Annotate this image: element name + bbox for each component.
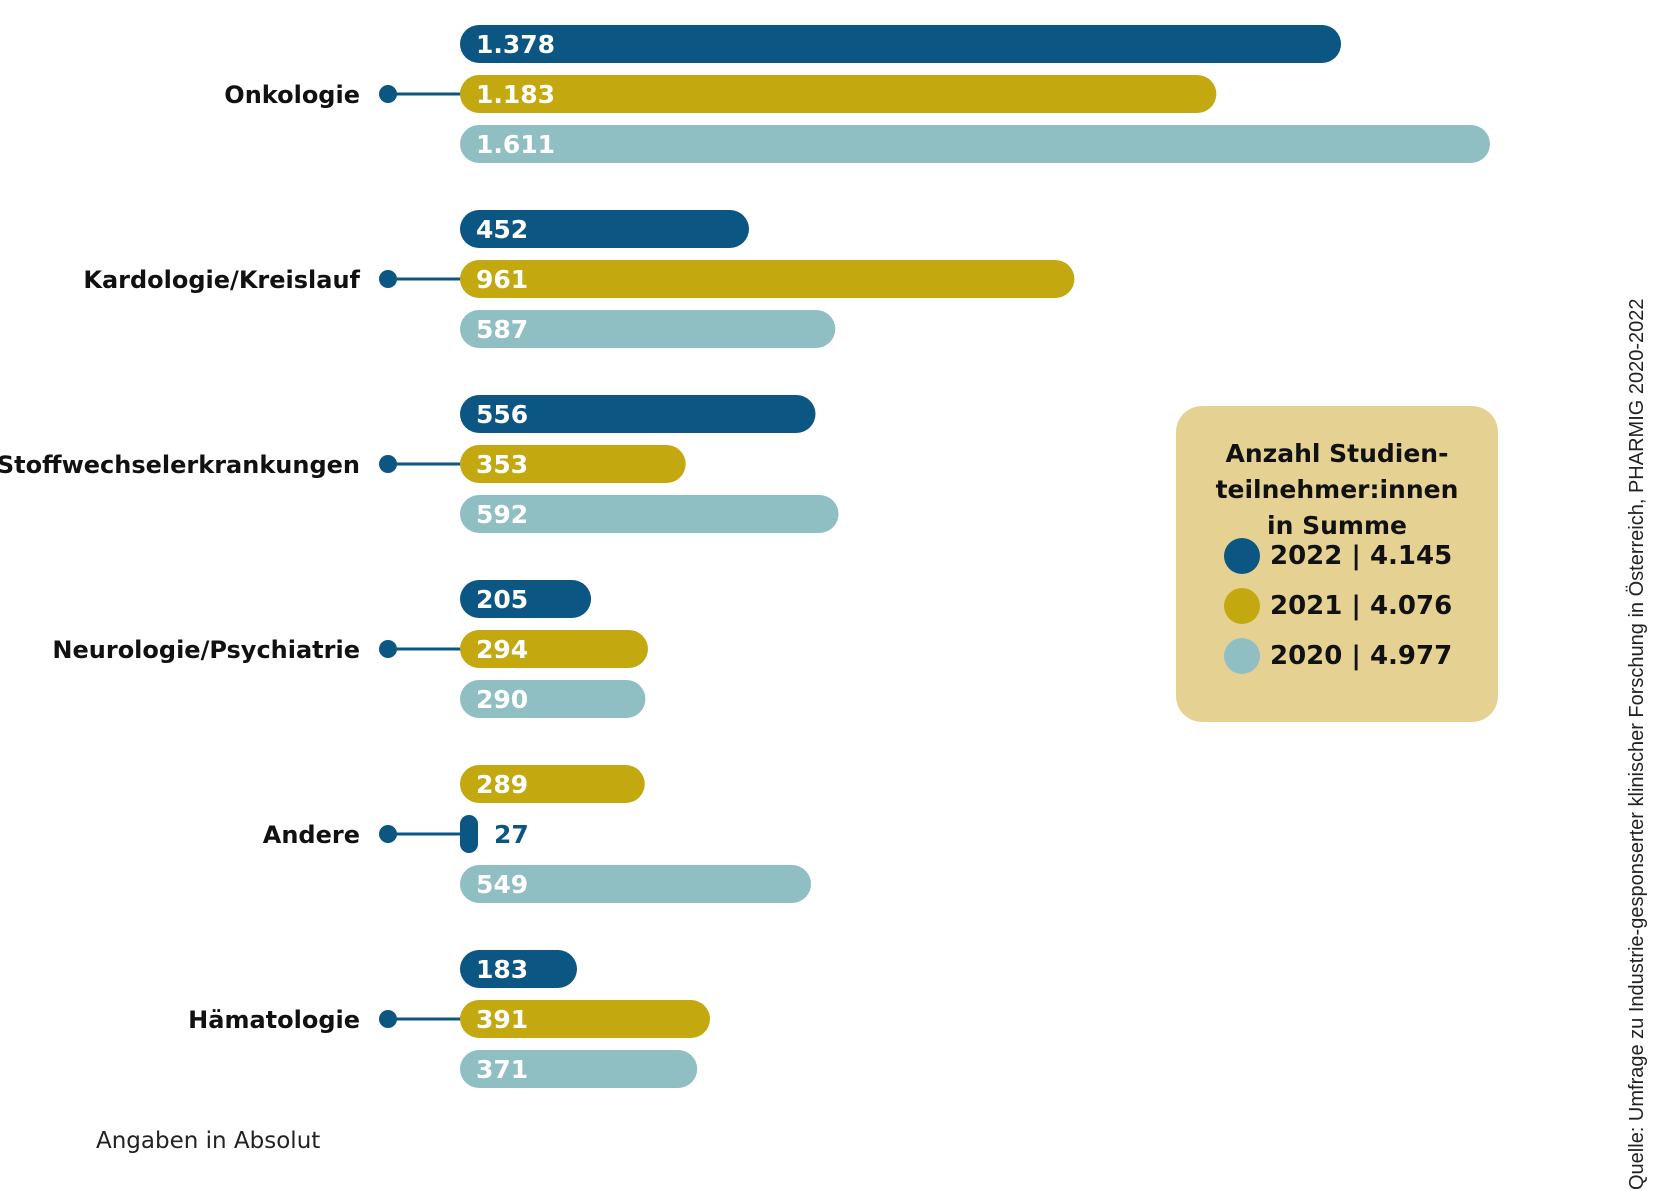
- category-dot-hämatologie: [379, 1010, 397, 1028]
- value-label-hämatologie-2022: 183: [476, 955, 528, 984]
- value-label-andere-2020: 549: [476, 870, 528, 899]
- legend-dot-2020: [1224, 638, 1260, 674]
- value-label-stoffwechselerkrankungen-2020: 592: [476, 500, 528, 529]
- category-dot-neurologie-psychiatrie: [379, 640, 397, 658]
- value-label-onkologie-2022: 1.378: [476, 30, 555, 59]
- bar-andere-2020: [460, 865, 812, 903]
- category-dot-andere: [379, 825, 397, 843]
- bar-andere-2022: [460, 815, 478, 853]
- value-label-neurologie-psychiatrie-2022: 205: [476, 585, 528, 614]
- source-note: Quelle: Umfrage zu Industrie-gesponserte…: [1626, 298, 1648, 1190]
- category-label-kardologie-kreislauf: Kardologie/Kreislauf: [83, 266, 360, 294]
- bar-kardologie-kreislauf-2020: [460, 310, 836, 348]
- value-label-neurologie-psychiatrie-2020: 290: [476, 685, 528, 714]
- bar-hämatologie-2021: [460, 1000, 710, 1038]
- legend-item-2020: 2020 | 4.977: [1224, 636, 1452, 676]
- value-label-andere-2021: 289: [476, 770, 528, 799]
- value-label-kardologie-kreislauf-2021: 961: [476, 265, 528, 294]
- value-label-onkologie-2020: 1.611: [476, 130, 555, 159]
- value-label-kardologie-kreislauf-2022: 452: [476, 215, 528, 244]
- legend: Anzahl Studien- teilnehmer:innen in Summ…: [1176, 406, 1498, 722]
- category-dot-kardologie-kreislauf: [379, 270, 397, 288]
- category-label-hämatologie: Hämatologie: [188, 1006, 360, 1034]
- bar-stoffwechselerkrankungen-2021: [460, 445, 686, 483]
- legend-item-2021: 2021 | 4.076: [1224, 586, 1452, 626]
- bar-kardologie-kreislauf-2022: [460, 210, 749, 248]
- value-label-stoffwechselerkrankungen-2022: 556: [476, 400, 528, 429]
- legend-label-2022: 2022 | 4.145: [1270, 541, 1453, 571]
- value-label-andere-2022: 27: [494, 820, 529, 849]
- category-label-stoffwechselerkrankungen: Stoffwechselerkrankungen: [0, 451, 360, 479]
- category-label-neurologie-psychiatrie: Neurologie/Psychiatrie: [52, 636, 360, 664]
- bar-onkologie-2021: [460, 75, 1217, 113]
- category-label-onkologie: Onkologie: [224, 81, 360, 109]
- bar-neurologie-psychiatrie-2020: [460, 680, 646, 718]
- bar-andere-2021: [460, 765, 645, 803]
- legend-item-2022: 2022 | 4.145: [1224, 536, 1452, 576]
- value-label-hämatologie-2020: 371: [476, 1055, 528, 1084]
- bar-kardologie-kreislauf-2021: [460, 260, 1075, 298]
- category-label-andere: Andere: [263, 821, 360, 849]
- bar-neurologie-psychiatrie-2021: [460, 630, 648, 668]
- legend-title: Anzahl Studien- teilnehmer:innen in Summ…: [1215, 439, 1459, 540]
- value-label-onkologie-2021: 1.183: [476, 80, 555, 109]
- legend-label-2020: 2020 | 4.977: [1270, 641, 1453, 671]
- bar-hämatologie-2020: [460, 1050, 698, 1088]
- category-dot-onkologie: [379, 85, 397, 103]
- legend-label-2021: 2021 | 4.076: [1270, 591, 1453, 621]
- units-note: Angaben in Absolut: [96, 1128, 321, 1154]
- legend-dot-2021: [1224, 588, 1260, 624]
- category-dot-stoffwechselerkrankungen: [379, 455, 397, 473]
- value-label-hämatologie-2021: 391: [476, 1005, 528, 1034]
- legend-dot-2022: [1224, 538, 1260, 574]
- bar-hämatologie-2022: [460, 950, 578, 988]
- value-label-kardologie-kreislauf-2020: 587: [476, 315, 528, 344]
- bar-onkologie-2020: [460, 125, 1490, 163]
- bar-neurologie-psychiatrie-2022: [460, 580, 592, 618]
- value-label-neurologie-psychiatrie-2021: 294: [476, 635, 528, 664]
- value-label-stoffwechselerkrankungen-2021: 353: [476, 450, 528, 479]
- bar-stoffwechselerkrankungen-2022: [460, 395, 816, 433]
- bar-onkologie-2022: [460, 25, 1342, 63]
- bar-stoffwechselerkrankungen-2020: [460, 495, 839, 533]
